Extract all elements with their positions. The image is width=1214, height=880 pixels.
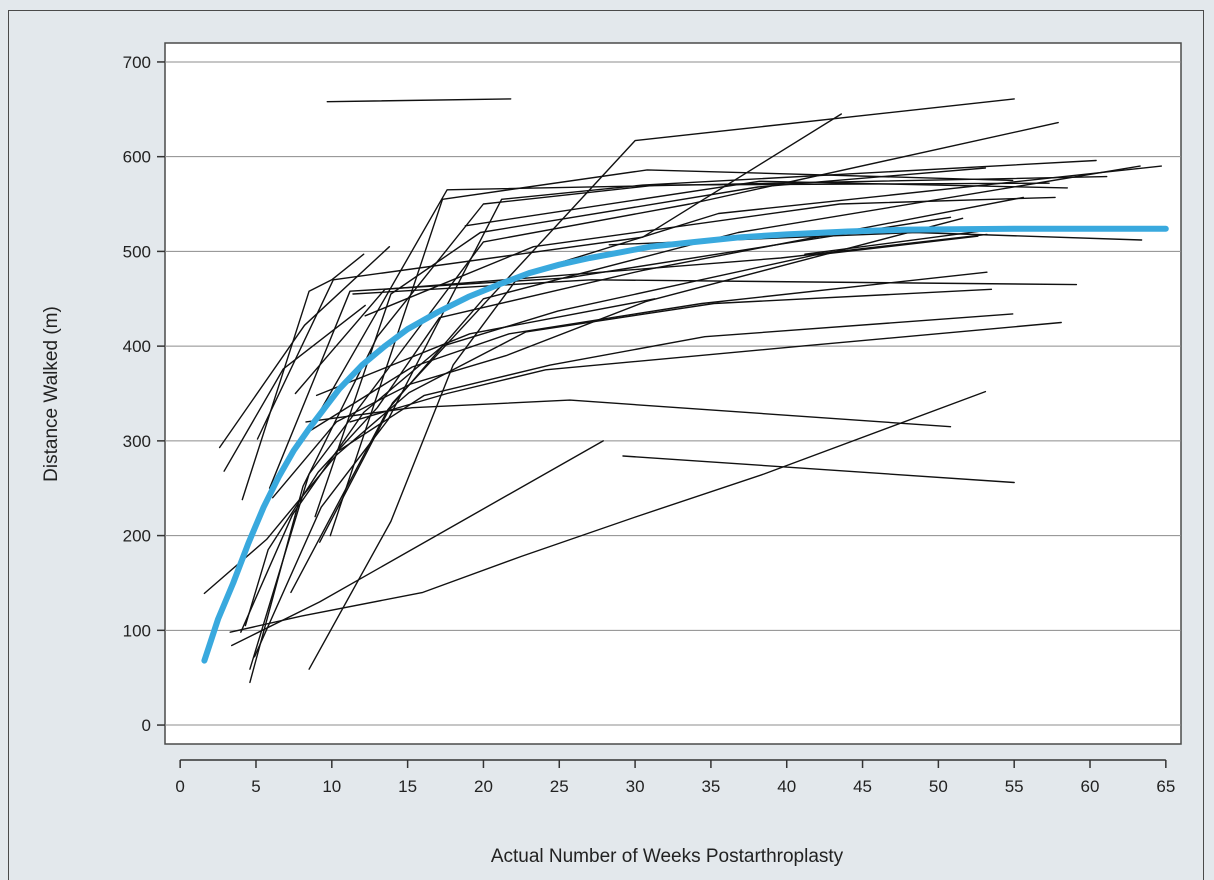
- x-tick-label-25: 25: [550, 777, 569, 796]
- individual-line-30: [272, 217, 964, 499]
- x-tick-label-15: 15: [398, 777, 417, 796]
- individual-line-31: [240, 235, 979, 633]
- axis-ticks: 0 100 200 300 400 500 600 700 0 5 10 15 20 25 30 35 40 45…: [123, 53, 1176, 796]
- individual-line-19: [314, 167, 987, 518]
- y-tick-label-600: 600: [123, 148, 151, 167]
- x-tick-label-60: 60: [1081, 777, 1100, 796]
- individual-line-33: [804, 226, 1008, 255]
- x-tick-label-0: 0: [175, 777, 184, 796]
- individual-line-23: [349, 321, 1062, 423]
- individual-line-5: [256, 113, 842, 440]
- y-tick-label-300: 300: [123, 432, 151, 451]
- x-axis-label: Actual Number of Weeks Postarthroplasty: [491, 846, 844, 867]
- individual-line-3: [223, 304, 366, 472]
- individual-line-9: [319, 98, 1015, 543]
- y-tick-label-500: 500: [123, 242, 151, 261]
- y-axis-label: Distance Walked (m): [41, 306, 62, 482]
- series-lines: [201, 98, 1169, 684]
- individual-line-2: [218, 245, 391, 449]
- individual-line-24: [305, 399, 952, 428]
- x-tick-label-55: 55: [1005, 777, 1024, 796]
- individual-line-20: [308, 271, 988, 433]
- individual-line-13: [308, 165, 1163, 670]
- y-tick-label-400: 400: [123, 337, 151, 356]
- y-tick-label-0: 0: [142, 716, 151, 735]
- y-tick-label-100: 100: [123, 621, 151, 640]
- individual-line-17: [364, 196, 1056, 317]
- x-tick-label-5: 5: [251, 777, 260, 796]
- individual-line-18: [352, 279, 1078, 295]
- y-tick-label-200: 200: [123, 527, 151, 546]
- x-tick-label-20: 20: [474, 777, 493, 796]
- individual-line-28: [203, 288, 993, 595]
- individual-line-22: [338, 313, 1014, 451]
- individual-line-27: [230, 440, 604, 647]
- chart-frame: 0 100 200 300 400 500 600 700 0 5 10 15 20 25 30 35 40 45…: [8, 10, 1204, 880]
- individual-line-26: [229, 390, 987, 633]
- individual-line-12: [290, 165, 1141, 594]
- line-chart: 0 100 200 300 400 500 600 700 0 5 10 15 20 25 30 35 40 45…: [41, 42, 1182, 867]
- individual-line-29: [244, 196, 1024, 627]
- fitted-curve: [201, 225, 1169, 664]
- individual-line-16: [294, 233, 988, 395]
- x-tick-label-65: 65: [1156, 777, 1175, 796]
- x-tick-label-40: 40: [777, 777, 796, 796]
- x-tick-label-10: 10: [322, 777, 341, 796]
- x-tick-label-45: 45: [853, 777, 872, 796]
- individual-line-15: [464, 180, 1069, 227]
- y-tick-label-700: 700: [123, 53, 151, 72]
- individual-line-21: [315, 298, 656, 397]
- x-tick-label-50: 50: [929, 777, 948, 796]
- x-tick-label-35: 35: [701, 777, 720, 796]
- individual-line-11: [249, 182, 1050, 684]
- x-tick-label-30: 30: [626, 777, 645, 796]
- individual-line-1: [326, 98, 512, 103]
- individual-line-25: [622, 455, 1015, 484]
- individual-line-4: [241, 253, 365, 501]
- plot-background: [164, 42, 1182, 745]
- individual-line-7: [302, 175, 1108, 442]
